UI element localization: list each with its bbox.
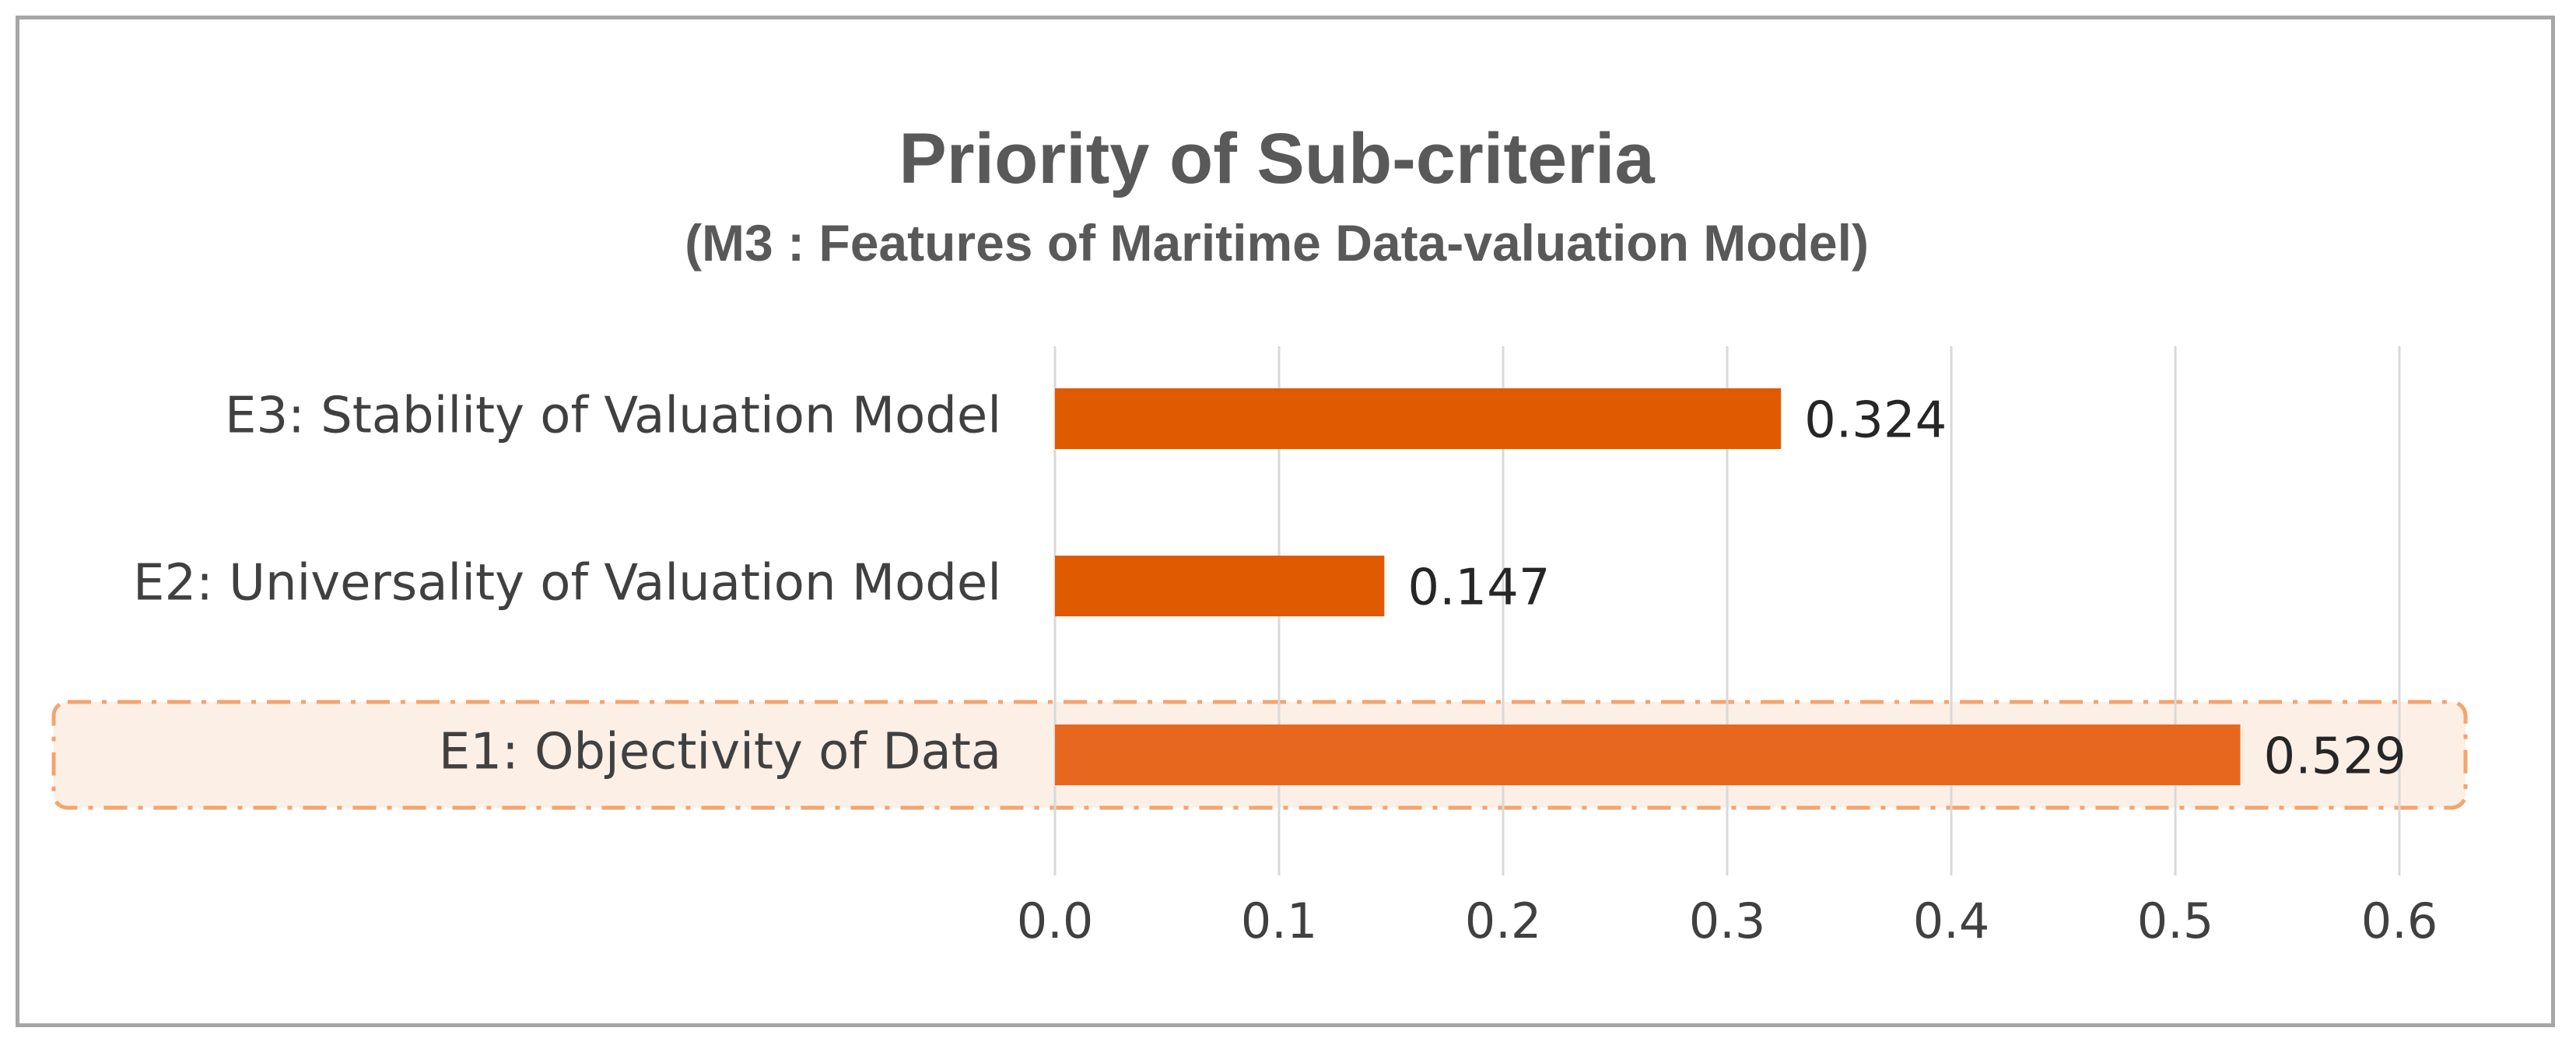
bars (1055, 388, 2241, 785)
chart-subtitle: (M3 : Features of Maritime Data-valuatio… (685, 214, 1869, 272)
category-label: E3: Stability of Valuation Model (225, 388, 1001, 445)
x-tick-label: 0.0 (1017, 893, 1094, 949)
x-tick-label: 0.2 (1465, 893, 1542, 949)
x-tick-label: 0.5 (2137, 893, 2214, 949)
data-label: 0.324 (1804, 392, 1947, 450)
chart-title: Priority of Sub-criteria (899, 119, 1655, 198)
labels: 0.0 0.1 0.2 0.3 0.4 0.5 0.6 E3: Stability of Va… (133, 388, 2438, 950)
category-label: E1: Objectivity of Data (439, 724, 1001, 781)
bar-chart: Priority of Sub-criteria (M3 : Features … (51, 119, 2468, 950)
data-label: 0.147 (1407, 560, 1550, 617)
bar (1055, 388, 1782, 449)
bar (1055, 724, 2241, 785)
x-tick-label: 0.4 (1913, 893, 1990, 949)
x-tick-label: 0.1 (1241, 893, 1318, 949)
category-label: E2: Universality of Valuation Model (133, 555, 1001, 612)
x-tick-label: 0.3 (1689, 893, 1766, 949)
x-tick-label: 0.6 (2361, 893, 2438, 949)
data-label: 0.529 (2264, 728, 2406, 786)
bar (1055, 556, 1385, 616)
chart-frame: Priority of Sub-criteria (M3 : Features … (16, 16, 2555, 1027)
